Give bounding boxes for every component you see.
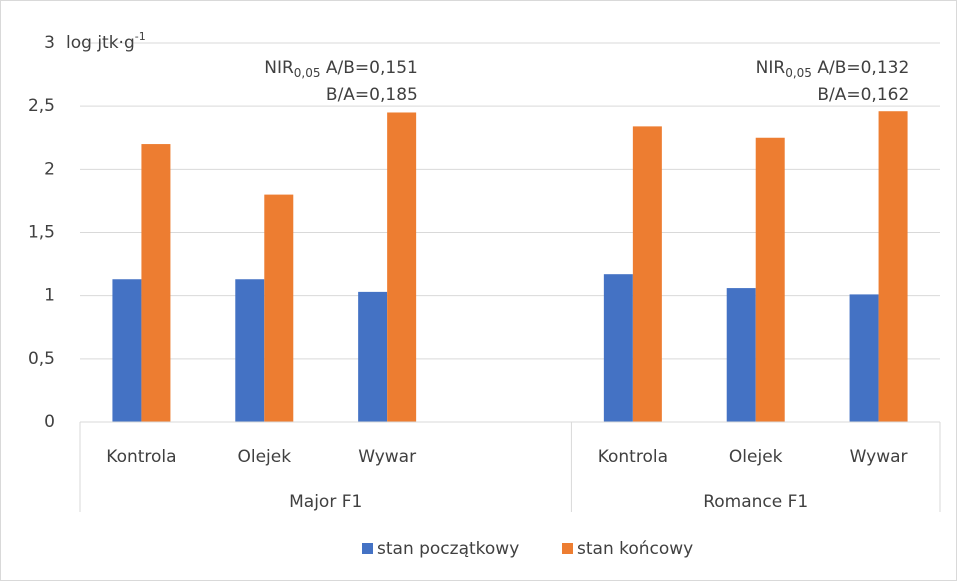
legend-swatch [562, 543, 573, 554]
annotation-main: NIR [264, 58, 294, 78]
annotation: NIR0,05 A/B=0,151 [264, 58, 418, 80]
annotation-rest: A/B=0,151 [321, 58, 418, 78]
y-axis-label-sup: -1 [135, 30, 146, 43]
y-tick-label: 2,5 [28, 96, 55, 116]
annotation-sub: 0,05 [785, 66, 812, 80]
bar [726, 288, 756, 422]
x-tick-label: Wywar [358, 447, 416, 467]
bar [603, 274, 633, 422]
bar [264, 194, 294, 422]
bar [387, 112, 417, 422]
x-tick-label: Kontrola [598, 447, 668, 467]
group-label: Major F1 [289, 492, 362, 512]
bar [755, 137, 785, 422]
annotation-main: NIR [756, 58, 786, 78]
bar [141, 144, 171, 423]
y-tick-label: 1 [44, 286, 55, 306]
y-axis-label: log jtk·g-1 [66, 30, 146, 53]
annotation: NIR0,05 A/B=0,132 [756, 58, 910, 80]
bar [235, 279, 265, 422]
y-tick-label: 2 [44, 159, 55, 179]
bar [112, 279, 142, 422]
legend-label: stan końcowy [577, 539, 693, 559]
y-tick-label: 0 [44, 412, 55, 432]
bar [358, 291, 388, 422]
y-axis-label-text: log jtk·g [66, 33, 135, 53]
annotation-line2: B/A=0,162 [817, 85, 909, 105]
y-tick-label: 1,5 [28, 223, 55, 243]
bar [878, 111, 908, 422]
annotation-sub: 0,05 [294, 66, 321, 80]
annotation-line2: B/A=0,185 [326, 85, 418, 105]
legend-label: stan początkowy [377, 539, 519, 559]
x-tick-label: Olejek [237, 447, 291, 467]
group-label: Romance F1 [703, 492, 808, 512]
y-tick-label: 0,5 [28, 349, 55, 369]
bar [632, 126, 662, 422]
x-tick-label: Wywar [850, 447, 908, 467]
legend-swatch [362, 543, 373, 554]
bar [849, 294, 879, 422]
y-tick-label: 3 [44, 33, 55, 53]
annotation-rest: A/B=0,132 [812, 58, 909, 78]
x-tick-label: Olejek [729, 447, 783, 467]
x-tick-label: Kontrola [106, 447, 176, 467]
